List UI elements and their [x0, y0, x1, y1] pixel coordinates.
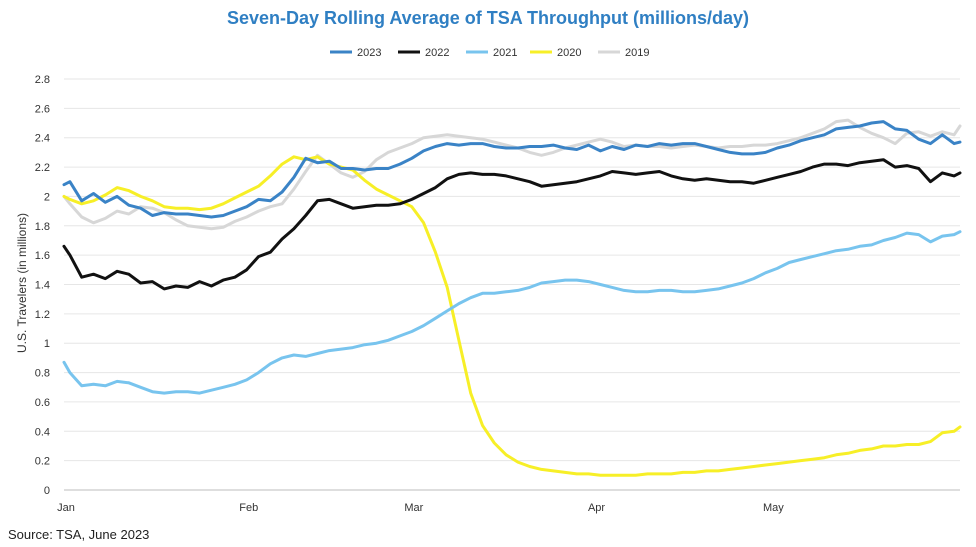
legend-label: 2022: [425, 47, 449, 59]
legend-label: 2021: [493, 47, 517, 59]
y-tick-label: 0.2: [35, 456, 50, 468]
legend-item-2023: 2023: [330, 47, 381, 59]
chart-title: Seven-Day Rolling Average of TSA Through…: [226, 8, 750, 28]
y-axis-label: U.S. Travelers (in millions): [15, 213, 29, 353]
y-tick-label: 1.6: [35, 250, 50, 262]
axes: 0 0.2 0.4 0.6 0.8 1 1.2 1.4 1.6 1.8 2 2.2 2.4 2.6 2.8 J…: [35, 74, 785, 514]
x-tick-label: Feb: [239, 502, 258, 514]
y-tick-label: 1.2: [35, 309, 50, 321]
y-tick-label: 2.4: [35, 133, 50, 145]
legend-item-2020: 2020: [530, 47, 581, 59]
y-tick-label: 1.8: [35, 221, 50, 233]
y-tick-label: 2: [44, 191, 50, 203]
series-line-2022: [62, 158, 962, 291]
y-tick-label: 0.4: [35, 426, 50, 438]
series-line-2019: [62, 118, 962, 231]
legend-label: 2020: [557, 47, 581, 59]
series-line-2023: [62, 120, 962, 219]
legend-item-2022: 2022: [398, 47, 449, 59]
legend: 2023 2022 2021 2020 2019: [330, 47, 649, 59]
y-tick-label: 2.2: [35, 162, 50, 174]
y-tick-label: 1.4: [35, 280, 50, 292]
series-line-2020: [62, 155, 962, 477]
series-lines: [62, 118, 962, 477]
y-tick-label: 2.6: [35, 103, 50, 115]
legend-label: 2023: [357, 47, 381, 59]
legend-item-2021: 2021: [466, 47, 517, 59]
x-tick-label: Mar: [404, 502, 423, 514]
y-tick-label: 0.8: [35, 368, 50, 380]
x-tick-label: Jan: [57, 502, 75, 514]
legend-label: 2019: [625, 47, 649, 59]
y-tick-label: 0: [44, 485, 50, 497]
source-note: Source: TSA, June 2023: [8, 527, 150, 542]
series-line-2021: [62, 230, 962, 395]
x-tick-label: May: [763, 502, 784, 514]
y-tick-label: 2.8: [35, 74, 50, 86]
x-tick-label: Apr: [588, 502, 605, 514]
legend-item-2019: 2019: [598, 47, 649, 59]
y-tick-label: 0.6: [35, 397, 50, 409]
gridlines: [64, 78, 960, 491]
y-tick-label: 1: [44, 338, 50, 350]
